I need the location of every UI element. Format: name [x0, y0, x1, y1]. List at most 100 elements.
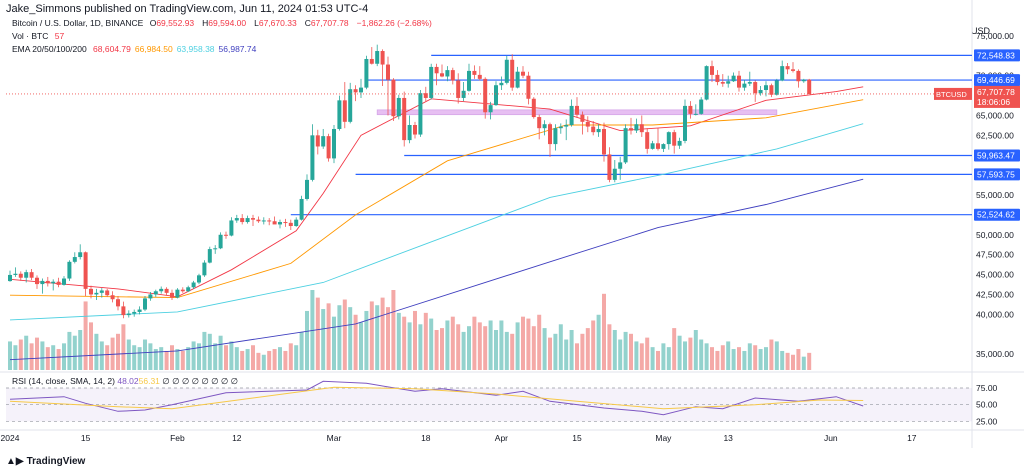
ema-label[interactable]: EMA 20/50/100/200 — [12, 44, 87, 54]
candle-body[interactable] — [67, 261, 72, 279]
candle-body[interactable] — [553, 128, 558, 145]
candle-body[interactable] — [99, 290, 104, 293]
candle-body[interactable] — [105, 290, 110, 296]
candle-body[interactable] — [634, 124, 639, 131]
candle-body[interactable] — [639, 124, 644, 133]
candle-body[interactable] — [121, 306, 126, 316]
symbol-name[interactable]: Bitcoin / U.S. Dollar, 1D, BINANCE — [12, 18, 144, 28]
candle-body[interactable] — [742, 83, 747, 88]
candle-body[interactable] — [461, 90, 466, 98]
candle-body[interactable] — [467, 70, 471, 91]
candle-body[interactable] — [229, 220, 234, 236]
candle-body[interactable] — [564, 125, 569, 127]
candle-body[interactable] — [8, 274, 12, 282]
candle-body[interactable] — [764, 85, 768, 90]
candle-body[interactable] — [191, 282, 196, 288]
candle-body[interactable] — [807, 79, 812, 94]
candle-body[interactable] — [380, 51, 385, 65]
candle-body[interactable] — [693, 113, 698, 115]
candle-body[interactable] — [456, 80, 461, 98]
tradingview-logo[interactable]: ▲▶ TradingView — [6, 456, 86, 467]
candle-body[interactable] — [488, 105, 493, 113]
candle-body[interactable] — [591, 126, 596, 133]
candle-body[interactable] — [94, 292, 99, 295]
candle-body[interactable] — [483, 78, 488, 113]
candle-body[interactable] — [542, 124, 547, 129]
candle-body[interactable] — [218, 234, 223, 249]
candle-body[interactable] — [715, 74, 720, 83]
candle-body[interactable] — [202, 262, 207, 276]
candle-body[interactable] — [234, 218, 239, 221]
candle-body[interactable] — [207, 249, 212, 263]
candle-body[interactable] — [402, 97, 407, 141]
candle-body[interactable] — [418, 93, 423, 135]
candle-body[interactable] — [569, 105, 574, 125]
candle-body[interactable] — [526, 75, 531, 99]
candle-body[interactable] — [89, 288, 93, 295]
candle-body[interactable] — [143, 298, 147, 310]
candle-body[interactable] — [801, 79, 806, 82]
candle-body[interactable] — [677, 140, 682, 146]
candle-body[interactable] — [531, 98, 536, 118]
rsi-label[interactable]: RSI (14, close, SMA, 14, 2) — [12, 376, 115, 386]
candle-body[interactable] — [29, 272, 34, 278]
candle-body[interactable] — [618, 162, 623, 169]
candle-body[interactable] — [213, 248, 218, 250]
candle-body[interactable] — [504, 59, 509, 83]
rsi-ma-line[interactable] — [9, 386, 864, 410]
candle-body[interactable] — [607, 154, 612, 180]
candle-body[interactable] — [753, 82, 758, 94]
candle-body[interactable] — [305, 179, 309, 199]
candle-body[interactable] — [337, 100, 342, 129]
candle-body[interactable] — [251, 218, 255, 220]
candle-body[interactable] — [321, 136, 326, 147]
ema-line-3[interactable] — [9, 178, 864, 361]
candle-body[interactable] — [364, 58, 369, 88]
candle-body[interactable] — [180, 289, 185, 292]
candle-body[interactable] — [186, 287, 191, 292]
candle-body[interactable] — [769, 85, 774, 95]
currency-label[interactable]: USD — [970, 26, 990, 36]
candle-body[interactable] — [650, 143, 655, 149]
candle-body[interactable] — [267, 220, 272, 222]
candle-body[interactable] — [18, 273, 23, 278]
candle-body[interactable] — [326, 136, 331, 159]
candle-body[interactable] — [423, 93, 428, 98]
candle-body[interactable] — [40, 280, 45, 285]
candle-body[interactable] — [780, 66, 785, 81]
candle-body[interactable] — [294, 219, 299, 227]
ema-line-0[interactable] — [9, 86, 864, 298]
candle-body[interactable] — [602, 128, 606, 155]
candle-body[interactable] — [683, 105, 687, 141]
candle-body[interactable] — [396, 97, 401, 117]
candle-body[interactable] — [126, 313, 131, 316]
candle-body[interactable] — [310, 135, 315, 180]
candle-body[interactable] — [429, 66, 434, 98]
volume-label[interactable]: Vol · BTC — [12, 31, 49, 41]
candle-body[interactable] — [477, 74, 482, 79]
candle-body[interactable] — [580, 114, 585, 122]
candle-body[interactable] — [369, 58, 374, 64]
candle-body[interactable] — [688, 105, 693, 114]
candle-body[interactable] — [758, 90, 763, 94]
candle-body[interactable] — [704, 66, 709, 100]
candle-body[interactable] — [796, 70, 801, 82]
candle-body[interactable] — [24, 272, 29, 278]
candle-body[interactable] — [51, 281, 56, 284]
candle-body[interactable] — [585, 121, 590, 127]
candle-body[interactable] — [332, 128, 336, 159]
candle-body[interactable] — [737, 75, 741, 88]
candle-body[interactable] — [413, 125, 417, 135]
candle-body[interactable] — [348, 89, 353, 122]
candle-body[interactable] — [407, 125, 412, 141]
candle-body[interactable] — [612, 168, 617, 180]
candle-body[interactable] — [710, 66, 714, 75]
candle-body[interactable] — [699, 99, 704, 114]
candle-body[interactable] — [440, 73, 444, 77]
candle-body[interactable] — [272, 221, 277, 225]
candle-body[interactable] — [342, 100, 347, 122]
candle-body[interactable] — [672, 132, 677, 146]
ema-line-1[interactable] — [9, 99, 864, 299]
candle-body[interactable] — [283, 222, 288, 224]
